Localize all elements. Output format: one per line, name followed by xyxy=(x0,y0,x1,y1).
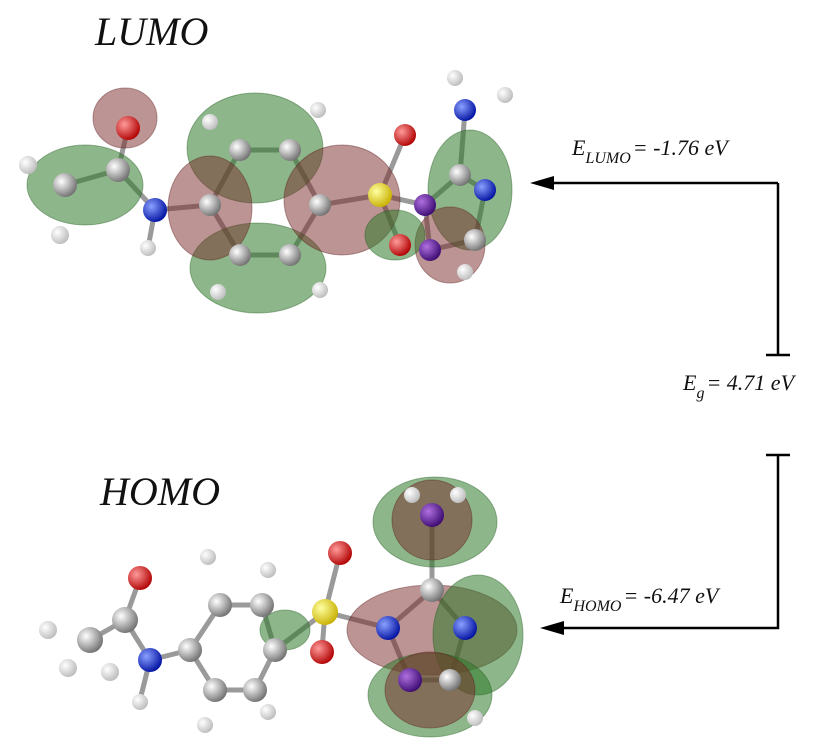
value: = -6.47 eV xyxy=(623,583,720,608)
value: = 4.71 eV xyxy=(706,370,796,395)
symbol: E xyxy=(559,583,574,608)
lumo-energy: ELUMO= -1.76 eV xyxy=(571,135,730,167)
lumo-title: LUMO xyxy=(94,9,208,54)
lumo-molecule xyxy=(19,70,513,313)
value: = -1.76 eV xyxy=(633,135,730,160)
gap-energy: Eg= 4.71 eV xyxy=(682,370,797,402)
subscript: g xyxy=(696,385,704,402)
homo-energy: EHOMO= -6.47 eV xyxy=(559,583,721,615)
subscript: HOMO xyxy=(572,598,621,615)
symbol: E xyxy=(571,135,586,160)
subscript: LUMO xyxy=(584,150,631,167)
symbol: E xyxy=(682,370,697,395)
energy-connectors xyxy=(530,176,790,635)
orbital-diagram: LUMO HOMO ELUMO= -1.76 eV Eg= 4.71 eV EH… xyxy=(0,0,835,740)
homo-title: HOMO xyxy=(99,469,220,514)
homo-molecule xyxy=(39,477,523,737)
